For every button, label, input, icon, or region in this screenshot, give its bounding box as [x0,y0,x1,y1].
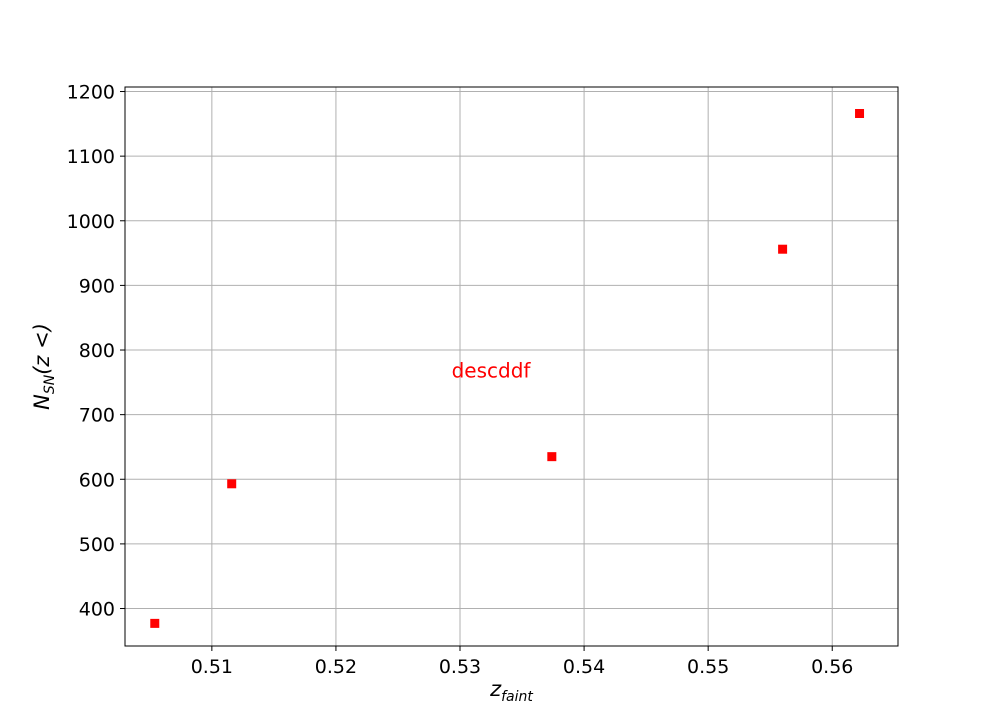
tick-labels: 0.51 0.52 0.53 0.54 0.55 0.56 400 500 600 700 800 9… [67,82,854,678]
y-tick-label: 1000 [67,211,115,233]
y-axis-label-sub: SN [42,374,58,394]
annotation-label: descddf [452,359,532,383]
plot-frame [124,86,899,647]
y-axis-label-main: N [30,394,54,410]
x-axis-label-main: z [489,677,502,701]
x-axis-label-sub: faint [501,689,533,705]
x-tick-label: 0.56 [811,656,853,678]
data-point [778,244,788,254]
y-tick-label: 900 [79,275,115,297]
y-tick-label: 1200 [67,82,115,104]
y-tick-label: 700 [79,405,115,427]
data-point [227,479,237,489]
x-tick-label: 0.51 [191,656,233,678]
data-point [855,108,865,118]
y-axis-label: NSN(z <) [30,323,58,410]
y-axis-label-tail: (z <) [30,323,54,375]
x-axis-label: zfaint [489,677,533,705]
x-tick-label: 0.55 [687,656,729,678]
y-tick-label: 800 [79,340,115,362]
y-tick-label: 500 [79,534,115,556]
data-point [150,618,160,628]
data-point [547,452,557,462]
x-tick-label: 0.54 [563,656,605,678]
data-points [150,108,865,628]
grid [125,87,898,646]
y-tick-label: 1100 [67,146,115,168]
y-tick-label: 600 [79,469,115,491]
tick-marks [120,91,833,651]
x-tick-label: 0.52 [315,656,357,678]
x-tick-label: 0.53 [439,656,481,678]
y-tick-label: 400 [79,599,115,621]
